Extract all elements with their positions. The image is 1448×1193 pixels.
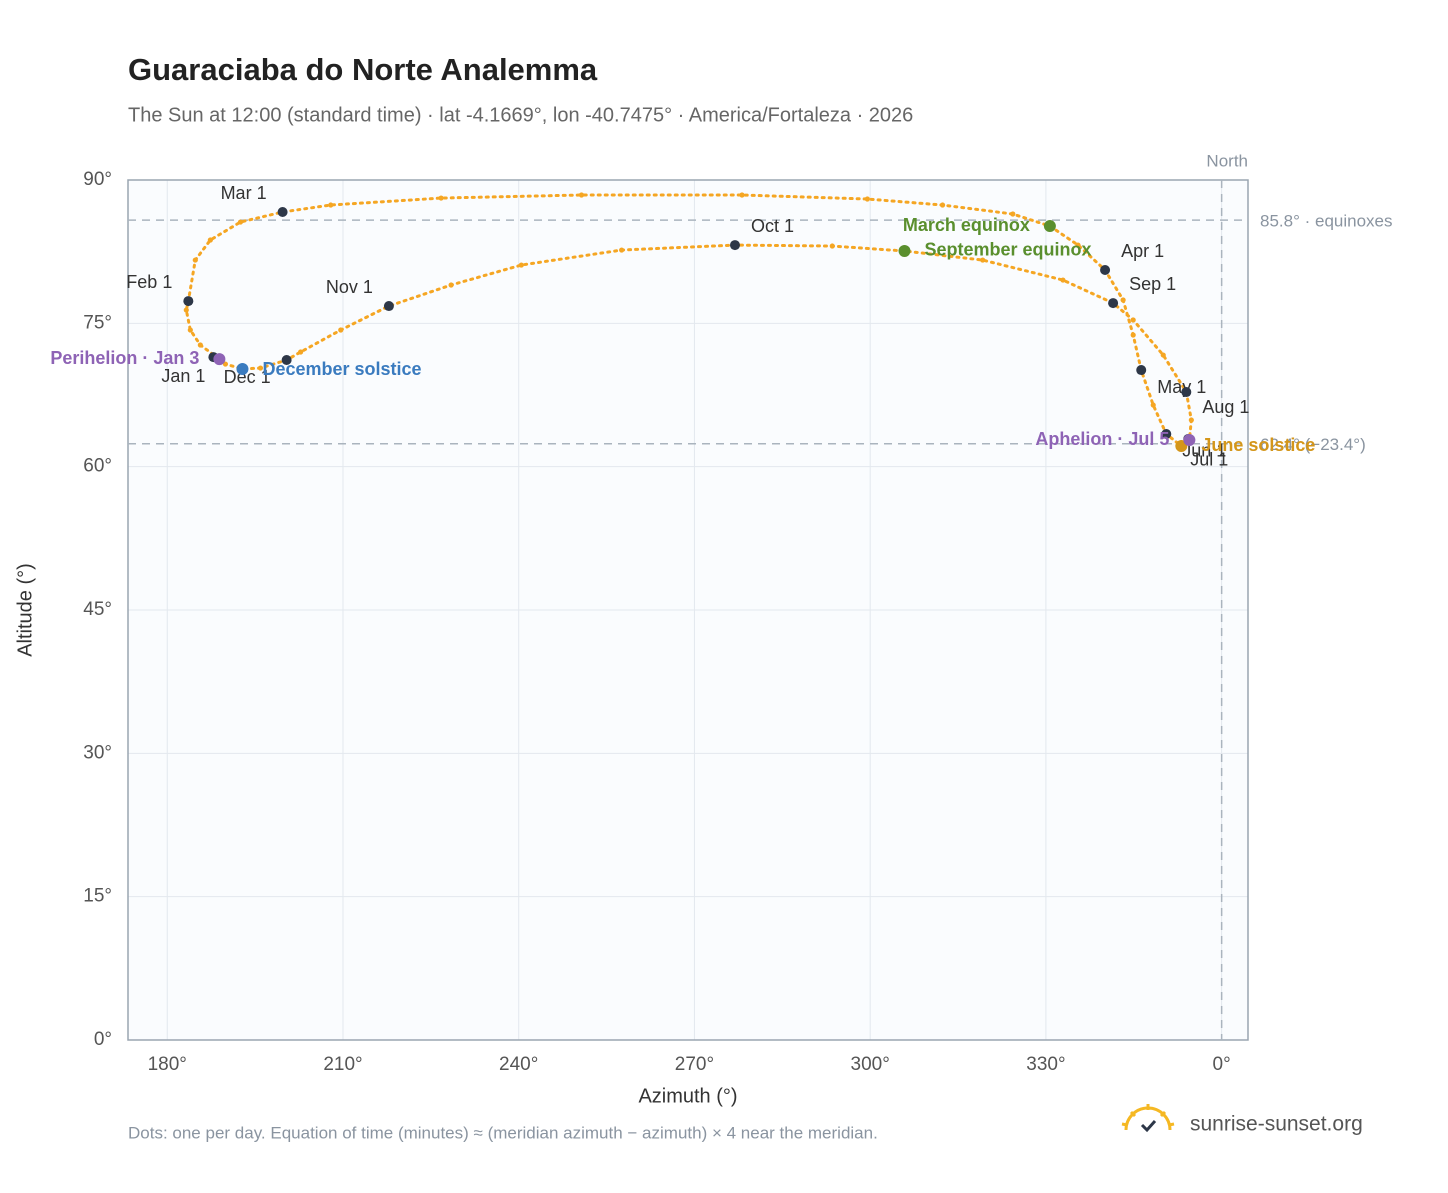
month-label: Feb 1 xyxy=(126,272,172,292)
month-label: May 1 xyxy=(1157,377,1206,397)
daily-dot xyxy=(257,365,264,371)
reference-label: 85.8° · equinoxes xyxy=(1260,212,1393,231)
month-dot xyxy=(1136,365,1147,376)
y-tick-label: 60° xyxy=(83,456,112,477)
daily-dot xyxy=(1150,402,1156,408)
month-dot xyxy=(281,355,292,366)
daily-dot xyxy=(438,195,444,201)
daily-dot xyxy=(187,327,193,333)
y-tick-label: 0° xyxy=(94,1029,112,1050)
daily-dot xyxy=(1120,297,1126,303)
daily-dot xyxy=(1130,332,1136,338)
month-dot xyxy=(1161,428,1172,439)
y-tick-label: 15° xyxy=(83,886,112,907)
event-label: June solstice xyxy=(1201,435,1315,455)
daily-dot xyxy=(619,247,625,253)
event-label: September equinox xyxy=(925,240,1092,260)
month-label: Jan 1 xyxy=(161,366,205,386)
event-dot xyxy=(213,353,226,366)
month-label: Nov 1 xyxy=(326,277,373,297)
y-axis-label: Altitude (°) xyxy=(14,563,36,657)
month-dot xyxy=(1181,387,1192,398)
north-label: North xyxy=(1206,151,1248,170)
month-dot xyxy=(729,240,740,251)
x-tick-label: 210° xyxy=(323,1054,362,1075)
daily-dot xyxy=(183,307,189,313)
chart-subtitle: The Sun at 12:00 (standard time) · lat -… xyxy=(128,104,913,126)
month-label: Dec 1 xyxy=(224,367,271,387)
x-tick-label: 240° xyxy=(499,1054,538,1075)
event-label: Aphelion · Jul 5 xyxy=(1035,429,1169,449)
daily-dot xyxy=(1075,242,1081,248)
event-dot xyxy=(898,244,911,257)
event-label: March equinox xyxy=(903,215,1030,235)
x-tick-label: 300° xyxy=(851,1054,890,1075)
reference-label: 62.4° (−23.4°) xyxy=(1260,435,1366,454)
daily-dot xyxy=(448,282,454,288)
daily-dot xyxy=(739,192,745,198)
daily-dot xyxy=(1160,352,1166,358)
event-dot xyxy=(236,363,249,376)
y-tick-label: 90° xyxy=(83,169,112,190)
daily-dot xyxy=(518,262,524,268)
daily-dot xyxy=(328,202,334,208)
month-label: Mar 1 xyxy=(221,183,267,203)
daily-dot xyxy=(1188,417,1194,423)
daily-dot xyxy=(864,196,870,202)
month-label: Jun 1 xyxy=(1182,441,1226,461)
daily-dot xyxy=(298,349,304,355)
chart-title: Guaraciaba do Norte Analemma xyxy=(128,52,598,87)
event-label: Perihelion · Jan 3 xyxy=(50,348,199,368)
daily-dot xyxy=(829,243,835,249)
month-label: Oct 1 xyxy=(751,216,794,236)
event-dot xyxy=(1183,434,1196,447)
daily-dot xyxy=(192,257,198,263)
month-dot xyxy=(183,296,194,307)
x-tick-label: 330° xyxy=(1026,1054,1065,1075)
month-label: Aug 1 xyxy=(1202,397,1249,417)
brand: sunrise-sunset.org xyxy=(1190,1113,1363,1136)
month-label: Jul 1 xyxy=(1190,450,1228,470)
daily-dot xyxy=(207,237,213,243)
x-tick-label: 180° xyxy=(148,1054,187,1075)
daily-dot xyxy=(237,219,244,225)
y-tick-label: 30° xyxy=(83,742,112,763)
x-axis-label: Azimuth (°) xyxy=(638,1085,737,1107)
month-dot xyxy=(383,301,394,312)
month-label: Apr 1 xyxy=(1121,241,1164,261)
event-label: December solstice xyxy=(262,359,421,379)
y-tick-label: 45° xyxy=(83,599,112,620)
daily-dot xyxy=(1060,277,1066,283)
daily-dot xyxy=(939,202,946,208)
event-dot xyxy=(1043,220,1056,233)
plot-border xyxy=(127,179,1249,1041)
daily-dot xyxy=(980,257,986,263)
month-dot xyxy=(1100,265,1111,276)
x-tick-label: 270° xyxy=(675,1054,714,1075)
daily-dot xyxy=(1010,211,1016,217)
daily-dot xyxy=(338,327,344,333)
daily-dot xyxy=(1130,317,1136,323)
y-tick-label: 75° xyxy=(83,312,112,333)
footnote: Dots: one per day. Equation of time (min… xyxy=(128,1123,878,1142)
x-tick-label: 0° xyxy=(1213,1054,1231,1075)
logo xyxy=(1121,1104,1175,1133)
month-dot xyxy=(277,207,288,218)
daily-dot xyxy=(578,192,585,198)
analemma-line xyxy=(184,193,1193,448)
month-dot xyxy=(1108,298,1119,309)
month-label: Sep 1 xyxy=(1129,274,1176,294)
daily-dot xyxy=(197,342,203,348)
